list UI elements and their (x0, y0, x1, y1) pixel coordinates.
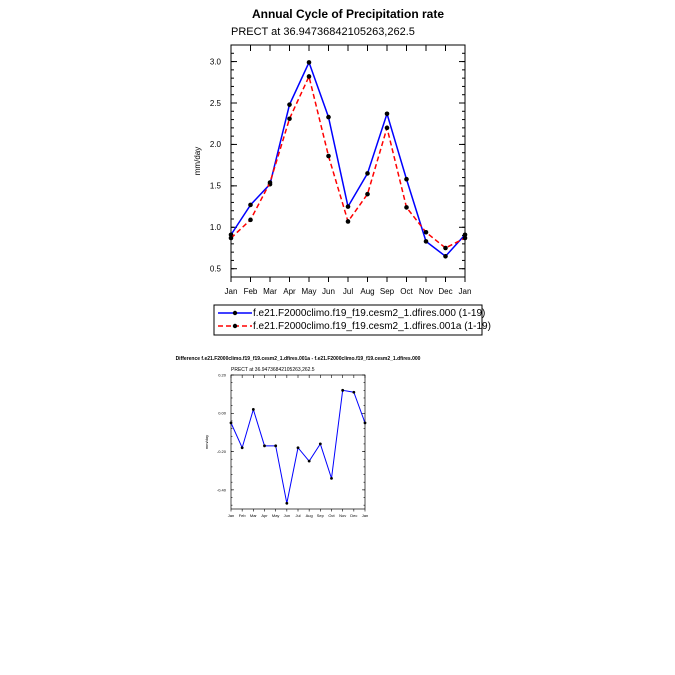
legend-marker-series-2 (232, 323, 238, 329)
series-1-point (443, 253, 448, 259)
y-tick-label: -0.40 (217, 487, 227, 492)
difference-plot-frame (230, 374, 366, 510)
series-2-point (228, 235, 234, 241)
x-tick-label: Nov (419, 287, 433, 296)
series-1-point (306, 60, 312, 65)
series-2-point (248, 217, 253, 223)
x-tick-label: Jun (322, 287, 335, 296)
x-tick-label: Oct (400, 287, 413, 296)
legend-label-series-2: f.e21.F2000climo.f19_f19.cesm2_1.dfires.… (253, 321, 491, 332)
series-2-point (365, 191, 370, 197)
main-chart: Annual Cycle of Precipitation rate PRECT… (193, 7, 471, 296)
x-tick-label: Apr (261, 513, 268, 518)
difference-ticks: -0.40 -0.20 0.00 0.20 Jan Feb Mar Apr May Jun Jul A… (217, 372, 368, 518)
legend: f.e21.F2000climo.f19_f19.cesm2_1.dfires.… (213, 304, 491, 336)
series-1-point (251, 408, 255, 411)
series-1-point (287, 102, 292, 107)
x-tick-label: Apr (283, 287, 296, 296)
series-1-point (330, 476, 333, 480)
series-1-point (248, 202, 253, 208)
series-1-point (263, 444, 266, 448)
main-chart-title: Annual Cycle of Precipitation rate (252, 7, 444, 21)
main-series (228, 60, 468, 259)
x-tick-label: Feb (239, 513, 247, 518)
x-tick-label: Jan (459, 287, 472, 296)
y-tick-label: 0.5 (210, 265, 222, 274)
series-1-point (462, 232, 468, 238)
series-1-point (307, 459, 311, 463)
series-1-point (341, 388, 345, 392)
x-tick-label: Mar (250, 513, 258, 518)
y-tick-label: 0.20 (218, 372, 227, 377)
y-tick-label: 1.5 (210, 182, 222, 191)
legend-box (213, 304, 483, 336)
series-2-point (267, 180, 273, 185)
series-1-point (274, 444, 278, 448)
series-1-point (296, 446, 300, 450)
series-2-point (462, 235, 468, 241)
y-tick-label: 2.0 (210, 140, 222, 149)
x-tick-label: May (272, 513, 280, 518)
series-1-point (423, 239, 429, 244)
series-2-point (384, 125, 390, 131)
x-tick-label: Jan (225, 287, 238, 296)
difference-chart: Difference f.e21.F2000climo.f19_f19.cesm… (176, 356, 421, 518)
series-1-point (352, 390, 356, 394)
series-2-point (443, 245, 448, 251)
main-ticks: 0.5 1.0 1.5 2.0 2.5 3.0 Jan Feb Mar Apr May Jun Jul A… (210, 44, 472, 296)
difference-y-axis-label: mm/day (204, 435, 209, 449)
x-tick-label: Jun (284, 513, 290, 518)
series-1-point (365, 171, 370, 176)
x-tick-label: May (301, 287, 316, 296)
series-2-point (423, 229, 429, 235)
x-tick-label: Aug (360, 287, 374, 296)
legend-marker-series-1 (232, 310, 238, 316)
series-1-point (229, 421, 233, 425)
difference-series (229, 388, 367, 505)
series-2-point (404, 205, 409, 210)
x-tick-label: Aug (306, 513, 313, 518)
series-2-point (287, 116, 292, 122)
series-1-point (318, 442, 322, 446)
main-chart-subtitle: PRECT at 36.94736842105263,262.5 (231, 26, 415, 38)
x-tick-label: Feb (244, 287, 258, 296)
x-tick-label: Dec (350, 513, 357, 518)
y-tick-label: 0.00 (218, 411, 227, 416)
difference-chart-title: Difference f.e21.F2000climo.f19_f19.cesm… (176, 356, 421, 362)
x-tick-label: Jul (343, 287, 353, 296)
series-1-point (345, 204, 351, 209)
y-tick-label: 1.0 (210, 223, 222, 232)
series-1-point (363, 421, 367, 425)
series-1-point (404, 176, 409, 182)
main-y-axis-label: mm/day (193, 147, 202, 175)
x-tick-label: Jul (295, 513, 300, 518)
x-tick-label: Oct (328, 513, 335, 518)
series-line-1 (230, 60, 466, 258)
x-tick-label: Jan (362, 513, 368, 518)
series-2-point (345, 219, 351, 224)
x-tick-label: Jan (228, 513, 234, 518)
series-1-point (240, 446, 244, 450)
y-tick-label: 2.5 (210, 99, 222, 108)
series-2-point (326, 153, 331, 159)
main-plot-frame (230, 44, 466, 278)
y-tick-label: 3.0 (210, 57, 222, 66)
y-tick-label: -0.20 (217, 449, 227, 454)
x-tick-label: Dec (438, 287, 452, 296)
difference-chart-subtitle: PRECT at 36.94736842105263,262.5 (231, 367, 315, 373)
series-1-point (228, 232, 234, 238)
x-tick-label: Mar (263, 287, 277, 296)
series-1-point (384, 111, 390, 117)
x-tick-label: Nov (339, 513, 346, 518)
x-tick-label: Sep (380, 287, 395, 296)
legend-label-series-1: f.e21.F2000climo.f19_f19.cesm2_1.dfires.… (253, 308, 485, 319)
series-1-point (326, 114, 331, 120)
x-tick-label: Sep (317, 513, 325, 518)
series-1-point (285, 501, 289, 505)
series-2-point (306, 74, 312, 79)
